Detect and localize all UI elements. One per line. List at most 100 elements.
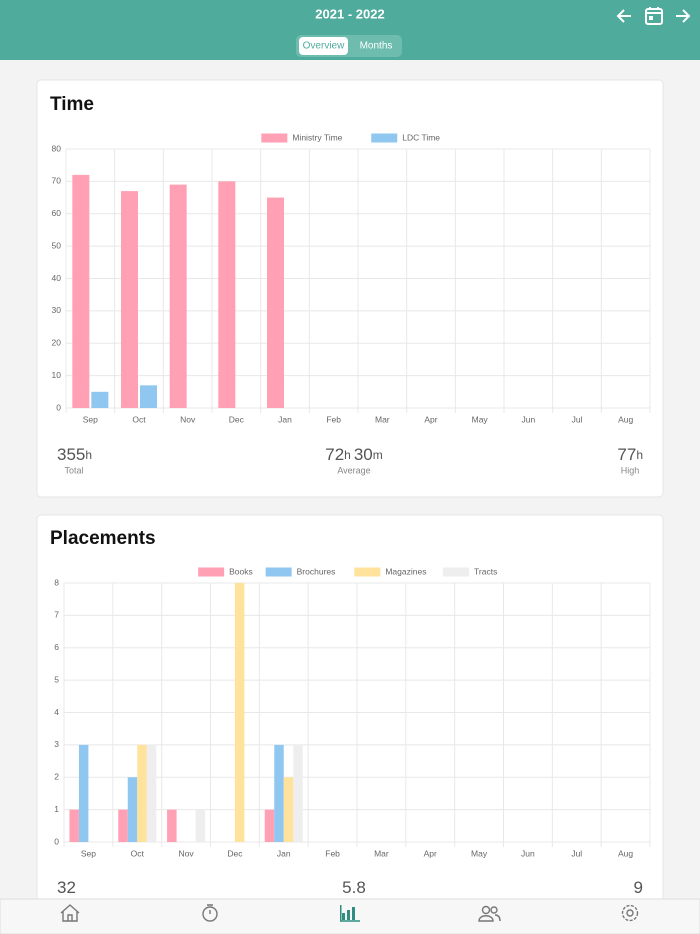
bar bbox=[234, 583, 245, 842]
bar bbox=[118, 809, 128, 842]
bar bbox=[91, 391, 109, 408]
y-tick-label: 50 bbox=[52, 240, 62, 250]
y-tick-label: 0 bbox=[56, 402, 61, 412]
x-tick-label: Jan bbox=[277, 848, 291, 858]
y-tick-label: 0 bbox=[54, 836, 59, 846]
next-button[interactable] bbox=[676, 9, 691, 23]
calendar-button[interactable] bbox=[645, 7, 663, 25]
legend-swatch bbox=[198, 567, 225, 577]
bar bbox=[218, 181, 236, 408]
bar bbox=[69, 809, 79, 842]
x-tick-label: Dec bbox=[229, 414, 245, 424]
x-tick-label: Sep bbox=[83, 414, 98, 424]
tab-active[interactable] bbox=[299, 37, 348, 55]
stat-value: 9 bbox=[634, 878, 643, 897]
x-tick-label: Nov bbox=[180, 414, 196, 424]
stat-number: 77 bbox=[617, 445, 636, 464]
prev-button[interactable] bbox=[616, 9, 631, 23]
y-tick-label: 2 bbox=[54, 772, 59, 782]
placements-card bbox=[36, 514, 664, 934]
bar bbox=[195, 809, 206, 842]
x-tick-label: Jul bbox=[572, 414, 583, 424]
stat-label: High bbox=[621, 465, 640, 475]
x-tick-label: Apr bbox=[424, 848, 437, 858]
chart-title: Time bbox=[50, 94, 94, 115]
y-tick-label: 80 bbox=[52, 143, 62, 153]
tab-months[interactable]: Months bbox=[360, 41, 393, 52]
x-tick-label: May bbox=[471, 848, 488, 858]
bar bbox=[137, 744, 147, 842]
stat-number: 9 bbox=[634, 878, 643, 897]
legend-swatch bbox=[443, 567, 470, 577]
legend-label: Ministry Time bbox=[292, 132, 342, 142]
x-tick-label: May bbox=[472, 414, 489, 424]
stat-value: 77h bbox=[617, 445, 643, 464]
x-tick-label: Mar bbox=[375, 414, 390, 424]
stat-number: 72 bbox=[325, 445, 344, 464]
legend-label: Brochures bbox=[297, 566, 336, 576]
x-tick-label: Mar bbox=[374, 848, 389, 858]
stat-label: Total bbox=[64, 465, 83, 475]
bar bbox=[283, 777, 294, 842]
y-tick-label: 70 bbox=[52, 176, 62, 186]
stat-number: 30 bbox=[354, 445, 373, 464]
x-tick-label: Jun bbox=[521, 848, 535, 858]
stat-unit: h bbox=[636, 448, 643, 462]
y-tick-label: 3 bbox=[54, 739, 59, 749]
x-tick-label: Aug bbox=[618, 848, 633, 858]
y-tick-label: 1 bbox=[54, 804, 59, 814]
x-tick-label: Sep bbox=[81, 848, 96, 858]
x-tick-label: Oct bbox=[131, 848, 145, 858]
y-tick-label: 10 bbox=[52, 370, 62, 380]
legend-label: Tracts bbox=[474, 566, 497, 576]
y-tick-label: 60 bbox=[52, 208, 62, 218]
header-title: 2021 - 2022 bbox=[315, 6, 384, 21]
service-year-icon[interactable] bbox=[340, 905, 360, 922]
y-tick-label: 40 bbox=[52, 273, 62, 283]
reports-icon[interactable] bbox=[202, 904, 218, 922]
chart-title: Placements bbox=[50, 528, 156, 549]
x-tick-label: Aug bbox=[618, 414, 633, 424]
bar bbox=[274, 744, 284, 842]
stat-value: 32 bbox=[57, 878, 76, 897]
people-icon[interactable] bbox=[478, 905, 501, 922]
bar bbox=[140, 385, 157, 408]
bar bbox=[267, 197, 284, 408]
stat-unit: h bbox=[85, 448, 92, 462]
x-tick-label: Dec bbox=[227, 848, 243, 858]
stat-unit: m bbox=[373, 448, 383, 462]
bar bbox=[146, 744, 157, 842]
bar bbox=[167, 809, 177, 842]
x-tick-label: Jun bbox=[521, 414, 535, 424]
settings-icon[interactable] bbox=[621, 904, 639, 922]
legend-swatch bbox=[371, 133, 398, 143]
time-card bbox=[36, 79, 664, 498]
tab-overview[interactable]: Overview bbox=[303, 41, 345, 52]
y-tick-label: 5 bbox=[54, 674, 59, 684]
y-tick-label: 4 bbox=[54, 707, 59, 717]
stat-number: 355 bbox=[57, 445, 85, 464]
bar bbox=[127, 777, 138, 842]
home-icon[interactable] bbox=[60, 904, 80, 922]
legend-label: Books bbox=[229, 566, 253, 576]
legend-swatch bbox=[261, 133, 288, 143]
bar bbox=[72, 174, 90, 408]
bar bbox=[264, 809, 275, 842]
stat-value: 72h 30m bbox=[325, 445, 383, 464]
y-tick-label: 7 bbox=[54, 610, 59, 620]
legend-label: LDC Time bbox=[402, 132, 440, 142]
bar bbox=[293, 744, 303, 842]
x-tick-label: Jul bbox=[571, 848, 582, 858]
y-tick-label: 20 bbox=[52, 338, 62, 348]
legend-swatch bbox=[265, 567, 292, 577]
bar bbox=[78, 744, 89, 842]
y-tick-label: 6 bbox=[54, 642, 59, 652]
y-tick-label: 30 bbox=[52, 305, 62, 315]
stat-number: 32 bbox=[57, 878, 76, 897]
stat-unit: h bbox=[344, 448, 351, 462]
x-tick-label: Oct bbox=[132, 414, 146, 424]
x-tick-label: Apr bbox=[424, 414, 437, 424]
legend-swatch bbox=[354, 567, 381, 577]
stat-number: 5.8 bbox=[342, 878, 366, 897]
x-tick-label: Jan bbox=[278, 414, 292, 424]
